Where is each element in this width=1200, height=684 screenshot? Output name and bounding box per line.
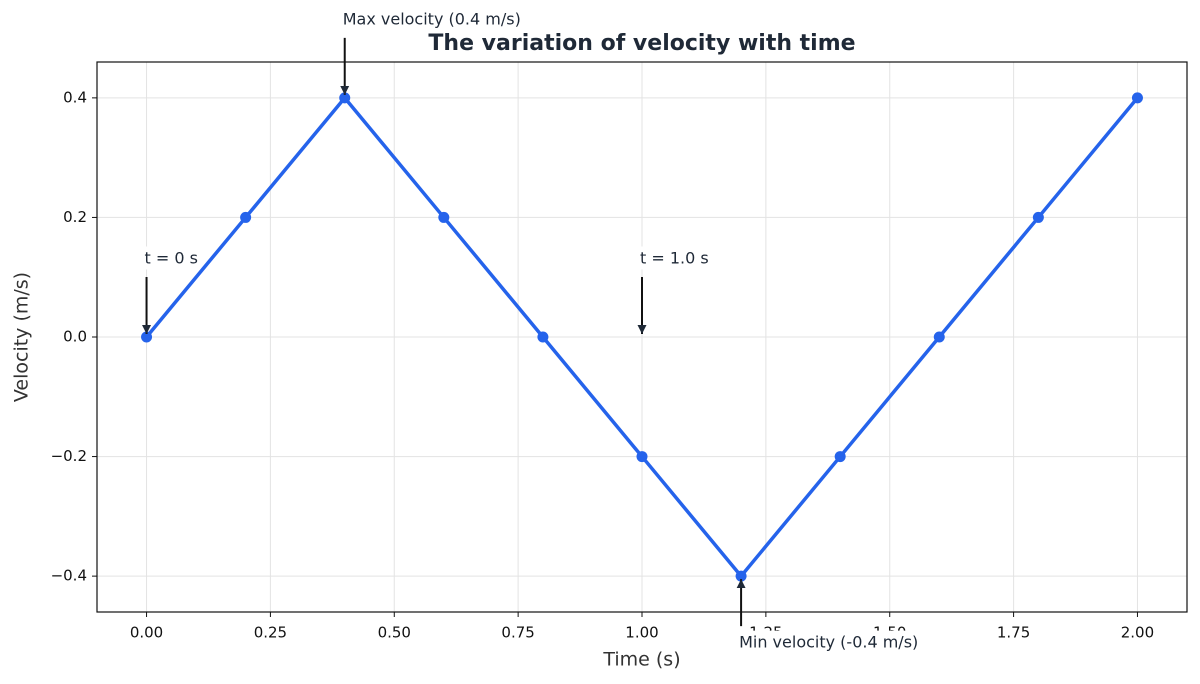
y-axis-label: Velocity (m/s) (11, 272, 33, 402)
annotation-text: Max velocity (0.4 m/s) (343, 9, 521, 28)
y-tick-label: 0.2 (63, 208, 87, 226)
annotation-bg (737, 630, 921, 654)
x-tick-label: 0.75 (501, 624, 534, 642)
point (339, 92, 351, 104)
point (636, 451, 648, 463)
point (933, 331, 945, 343)
y-tick-label: −0.2 (51, 447, 87, 465)
chart-title: The variation of velocity with time (428, 31, 855, 56)
x-tick-label: 1.75 (997, 624, 1030, 642)
x-tick-label: 1.00 (625, 624, 658, 642)
x-tick-label: 0.25 (254, 624, 287, 642)
grid (97, 62, 1187, 612)
x-tick-label: 0.50 (378, 624, 411, 642)
x-tick-label: 2.00 (1121, 624, 1154, 642)
point (1131, 92, 1143, 104)
point (141, 331, 153, 343)
point (735, 570, 747, 582)
annotation-bg (638, 246, 711, 270)
annotation-text: t = 1.0 s (640, 249, 709, 268)
annotation-bg (340, 7, 523, 31)
x-tick-label: 0.00 (130, 624, 163, 642)
annotation-bg (142, 246, 200, 270)
point (537, 331, 549, 343)
point (834, 451, 846, 463)
annotation-text: t = 0 s (145, 249, 198, 268)
y-tick-label: −0.4 (51, 567, 87, 585)
point (240, 211, 252, 223)
annotation-text: Min velocity (-0.4 m/s) (739, 633, 918, 652)
x-axis-label: Time (s) (602, 649, 680, 671)
y-tick-label: 0.0 (63, 328, 87, 346)
point (438, 211, 450, 223)
y-tick-label: 0.4 (63, 88, 87, 106)
point (1032, 211, 1044, 223)
